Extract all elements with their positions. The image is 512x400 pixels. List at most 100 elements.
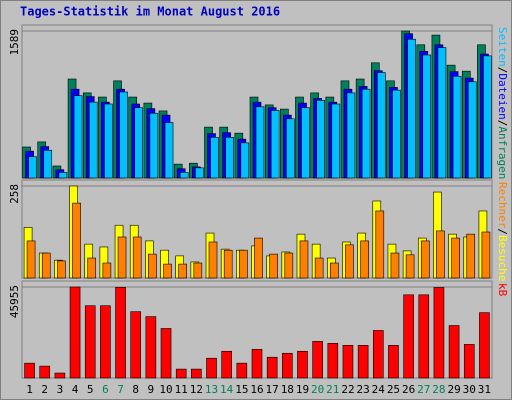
bar xyxy=(175,368,187,379)
bar xyxy=(239,249,248,279)
bar xyxy=(376,72,386,179)
x-tick-label: 22 xyxy=(341,383,354,396)
x-tick-label: 10 xyxy=(159,383,172,396)
x-tick-label: 29 xyxy=(447,383,460,396)
y-tick-label: 1589 xyxy=(8,29,21,56)
legend-entry: Rechner xyxy=(496,182,509,229)
bar xyxy=(236,362,248,379)
bar xyxy=(346,92,356,179)
bar xyxy=(149,112,159,179)
bar xyxy=(43,149,53,179)
x-tick-label: 5 xyxy=(87,383,94,396)
bar xyxy=(88,101,98,179)
bar xyxy=(255,106,265,179)
bar xyxy=(357,345,369,379)
bar xyxy=(345,244,354,279)
chart-title: Tages-Statistik im Monat August 2016 xyxy=(20,5,280,19)
bar xyxy=(57,260,66,279)
bar xyxy=(316,99,325,179)
bar xyxy=(301,107,310,179)
bar xyxy=(388,345,399,379)
bar xyxy=(282,352,293,379)
bar xyxy=(41,252,51,279)
bar xyxy=(115,287,126,379)
bar xyxy=(179,172,189,179)
bar xyxy=(132,236,142,279)
bar xyxy=(164,122,174,179)
x-tick-label: 13 xyxy=(205,383,218,396)
bar xyxy=(100,305,111,379)
bar xyxy=(330,262,339,279)
x-tick-label: 18 xyxy=(281,383,294,396)
bar xyxy=(297,350,308,379)
legend: Rechner/Besuche xyxy=(496,182,509,281)
legend: Seiten/Dateien/Anfragen xyxy=(496,27,509,179)
y-tick-label: 45955 xyxy=(8,285,21,318)
bar xyxy=(193,262,203,279)
bar xyxy=(117,236,127,279)
bar xyxy=(145,316,157,379)
bar xyxy=(251,348,263,379)
bar xyxy=(433,287,445,379)
bar xyxy=(221,350,232,379)
bar xyxy=(24,362,35,379)
legend-entry: Anfragen xyxy=(496,126,509,179)
bar xyxy=(191,368,202,379)
bar xyxy=(436,230,445,279)
bar xyxy=(448,325,460,379)
x-tick-label: 6 xyxy=(102,383,109,396)
bar xyxy=(361,88,371,179)
bar xyxy=(58,172,68,179)
x-tick-label: 28 xyxy=(432,383,445,396)
bar xyxy=(372,330,384,379)
bar xyxy=(266,356,278,379)
legend-entry: Seiten xyxy=(496,27,509,67)
bar xyxy=(284,252,294,279)
x-tick-label: 19 xyxy=(296,383,309,396)
x-tick-label: 16 xyxy=(250,383,263,396)
bar xyxy=(360,240,369,279)
bar xyxy=(451,237,460,279)
bar xyxy=(210,136,219,179)
bar xyxy=(314,257,324,279)
bar xyxy=(418,294,430,379)
x-tick-label: 9 xyxy=(148,383,155,396)
bar xyxy=(312,341,323,379)
bar xyxy=(466,233,476,279)
x-tick-label: 12 xyxy=(190,383,203,396)
bar xyxy=(420,240,430,279)
bar xyxy=(452,75,462,179)
bar xyxy=(178,263,187,279)
bar xyxy=(223,249,233,279)
x-tick-label: 2 xyxy=(41,383,48,396)
bar xyxy=(163,263,172,279)
bar xyxy=(327,343,339,379)
bar xyxy=(208,241,218,279)
bar xyxy=(270,110,280,179)
legend-entry: kB xyxy=(496,283,509,297)
bar xyxy=(299,240,309,279)
bar xyxy=(54,372,66,379)
bar xyxy=(28,156,37,179)
bar xyxy=(422,54,432,179)
bar xyxy=(269,253,278,279)
legend-entry: Dateien xyxy=(496,73,509,119)
x-tick-label: 24 xyxy=(372,383,386,396)
bar xyxy=(39,365,51,379)
bar xyxy=(84,305,96,379)
bar xyxy=(405,254,415,279)
bar xyxy=(240,142,250,179)
bar xyxy=(407,38,416,179)
bar xyxy=(104,103,113,179)
bar xyxy=(331,103,341,179)
bar xyxy=(390,252,400,279)
x-tick-label: 4 xyxy=(72,383,79,396)
bar xyxy=(72,202,81,279)
x-tick-label: 14 xyxy=(220,383,234,396)
bar xyxy=(463,344,475,379)
x-tick-label: 30 xyxy=(463,383,476,396)
bar xyxy=(148,253,157,279)
bar xyxy=(73,95,83,179)
legend-separator: / xyxy=(496,67,509,74)
x-tick-label: 1 xyxy=(26,383,33,396)
